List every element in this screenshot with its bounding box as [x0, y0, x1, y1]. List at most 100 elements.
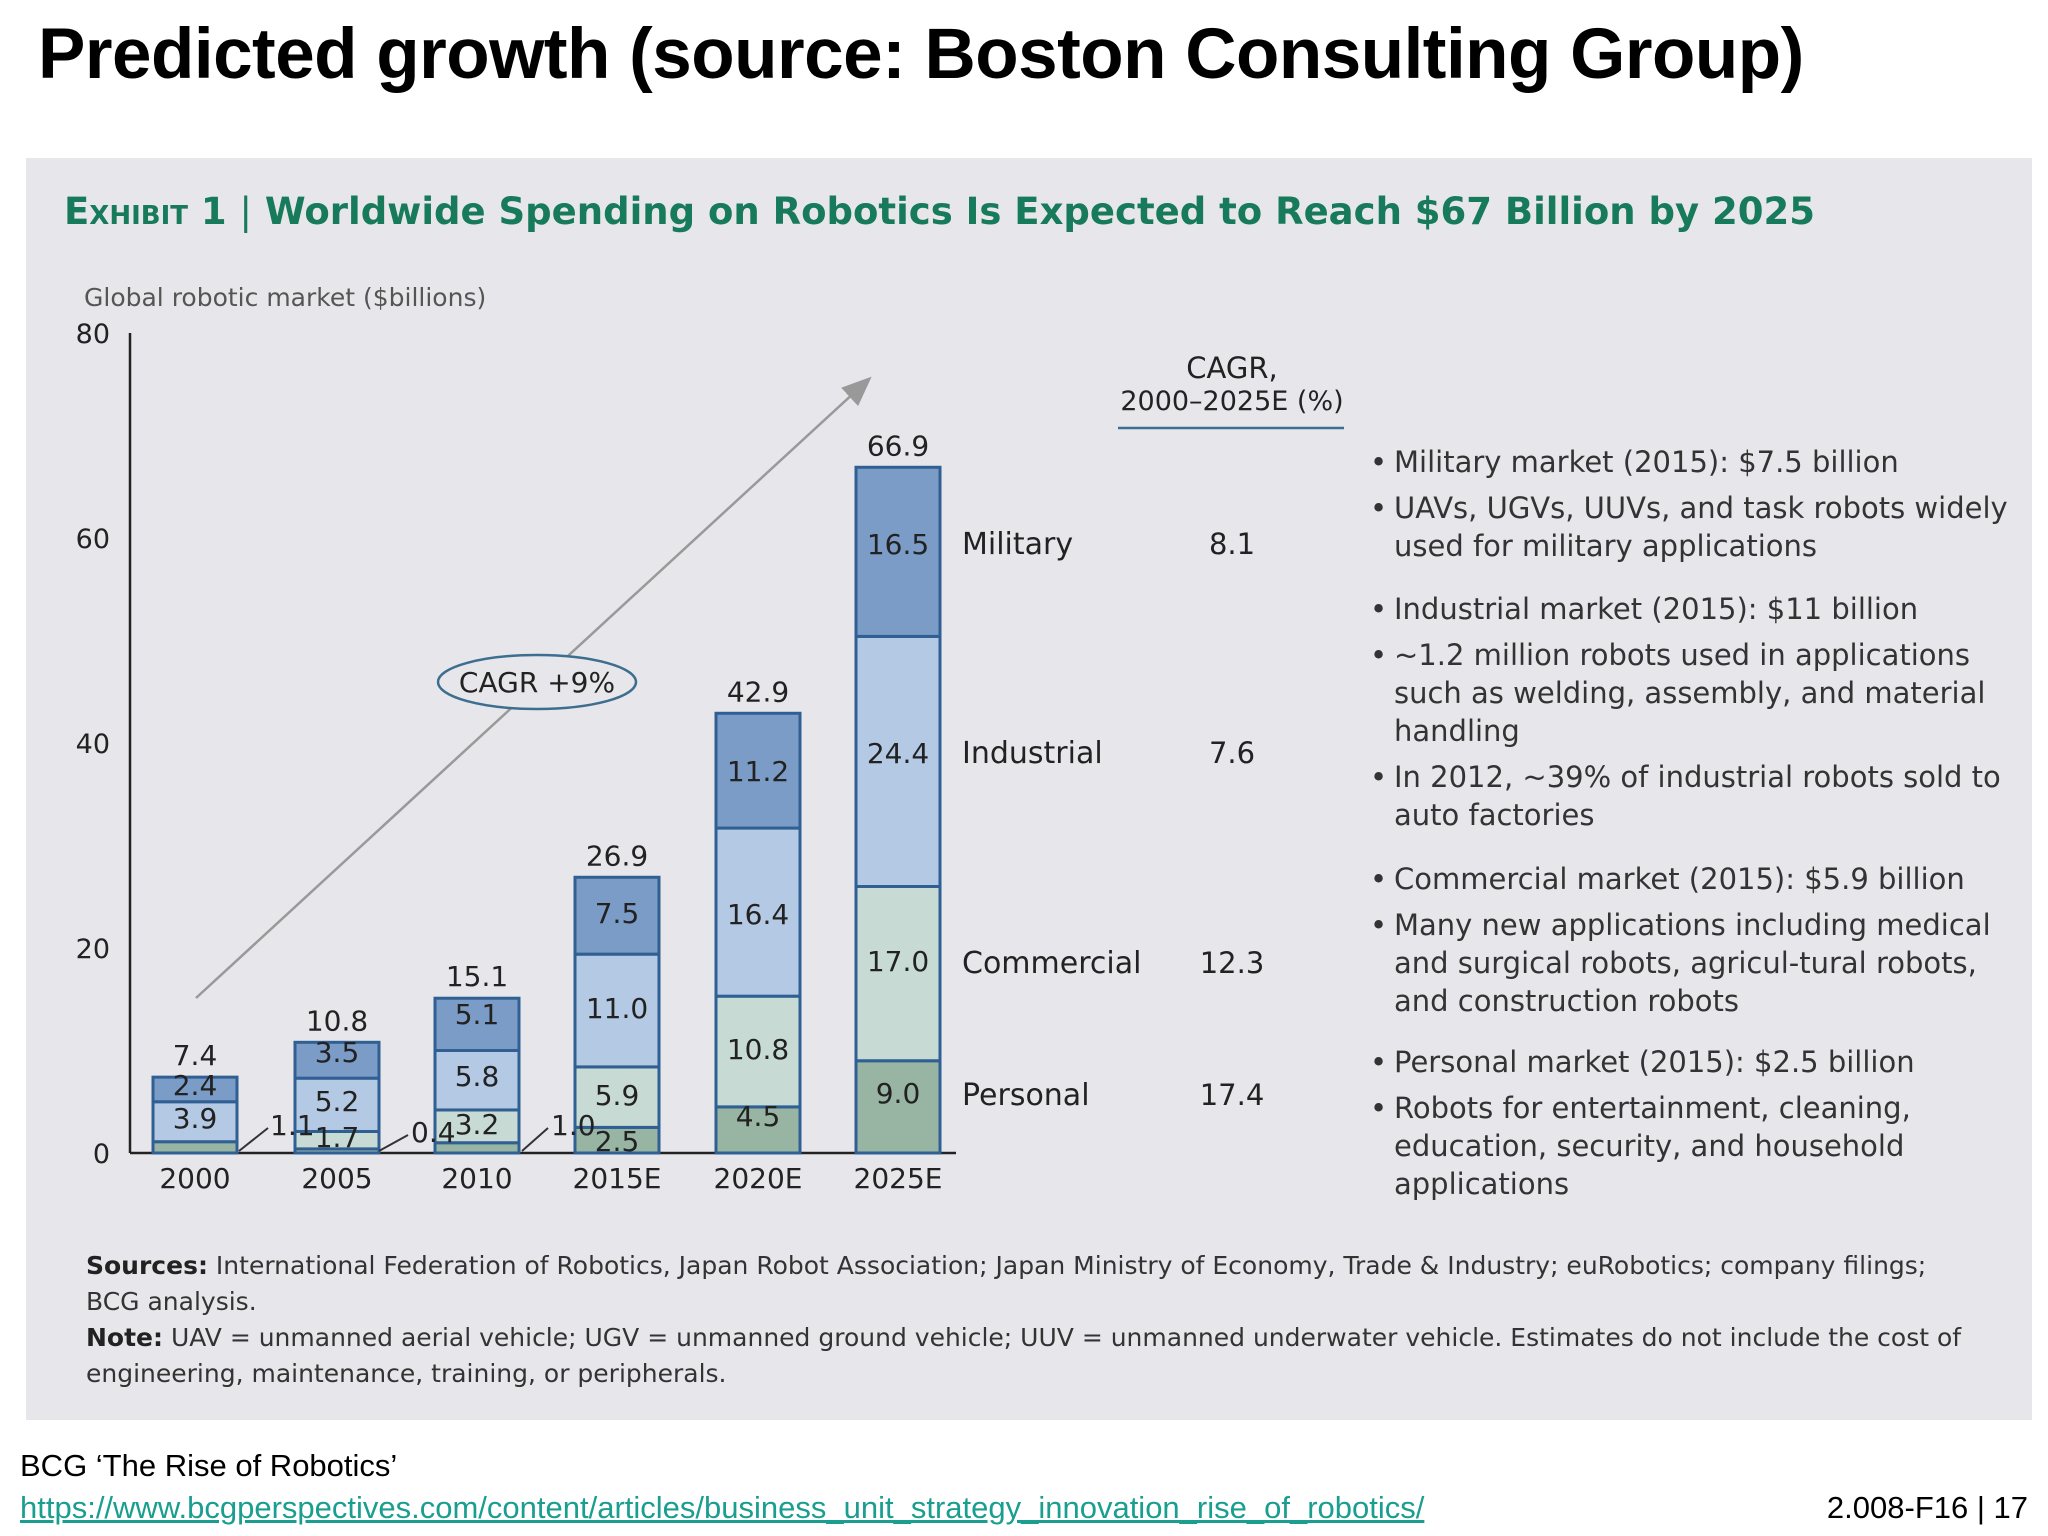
cagr-value-personal: 17.4 [1200, 1078, 1265, 1112]
bar-segment-military [151, 1075, 239, 1104]
bar-segment-commercial [714, 994, 802, 1109]
commercial-notes: Commercial market (2015): $5.9 billion M… [1366, 860, 2026, 1028]
cagr-value-commercial: 12.3 [1200, 946, 1265, 980]
x-tick-label: 2010 [441, 1162, 512, 1195]
y-tick-label: 40 [76, 729, 110, 760]
leader-line [378, 1134, 409, 1152]
leader-line [238, 1127, 269, 1152]
page-number: 2.008-F16 | 17 [1826, 1490, 2028, 1525]
bar-segment-industrial [854, 634, 942, 888]
military-note: UAVs, UGVs, UUVs, and task robots widely… [1366, 489, 2026, 565]
y-tick-label: 60 [76, 524, 110, 555]
exhibit-label: Exhibit 1 [64, 190, 227, 233]
segment-value-label: 24.4 [867, 737, 929, 770]
segment-value-label: 16.5 [867, 528, 929, 561]
x-tick-label: 2000 [159, 1162, 230, 1195]
military-note: Military market (2015): $7.5 billion [1366, 443, 2026, 481]
cagr-annotation: CAGR +9% [459, 666, 615, 699]
legend-label-industrial: Industrial [962, 736, 1103, 771]
industrial-note: Industrial market (2015): $11 billion [1366, 590, 2026, 628]
source-notes: Sources: International Federation of Rob… [86, 1248, 1986, 1392]
x-tick-label: 2020E [714, 1162, 803, 1195]
segment-value-label: 5.2 [315, 1085, 360, 1118]
sources-text: International Federation of Robotics, Ja… [86, 1251, 1927, 1316]
segment-value-label: 11.2 [727, 755, 789, 788]
segment-value-label: 4.5 [736, 1100, 781, 1133]
bar-total-label: 42.9 [727, 675, 789, 708]
segment-value-label: 3.5 [315, 1036, 360, 1069]
y-tick-label: 0 [93, 1139, 110, 1170]
segment-value-label: 5.1 [455, 998, 500, 1031]
note-label: Note: [86, 1323, 164, 1352]
bar-segment-personal [854, 1059, 942, 1155]
segment-value-label: 3.9 [173, 1102, 218, 1135]
personal-note: Robots for entertainment, cleaning, educ… [1366, 1089, 2026, 1203]
bar-labels: 7.410.815.126.942.966.91.13.92.40.41.75.… [173, 429, 929, 1158]
bar-segment-personal [573, 1125, 661, 1155]
x-tick-label: 2005 [301, 1162, 372, 1195]
industrial-note: In 2012, ~39% of industrial robots sold … [1366, 758, 2026, 834]
segment-value-label: 11.0 [586, 992, 648, 1025]
bar-total-label: 26.9 [586, 839, 648, 872]
segment-value-label: 5.8 [455, 1060, 500, 1093]
exhibit-panel: Exhibit 1 | Worldwide Spending on Roboti… [26, 158, 2032, 1420]
bar-total-label: 10.8 [306, 1004, 368, 1037]
bar-segments [151, 465, 942, 1155]
bar-total-label: 66.9 [867, 429, 929, 462]
military-notes: Military market (2015): $7.5 billion UAV… [1366, 443, 2026, 573]
y-tick-label: 20 [76, 934, 110, 965]
sources-label: Sources: [86, 1251, 208, 1280]
slide-title: Predicted growth (source: Boston Consult… [38, 15, 1804, 94]
bar-segment-industrial [433, 1049, 521, 1112]
cagr-header-line1: CAGR, [1186, 351, 1277, 385]
exhibit-heading: Worldwide Spending on Robotics Is Expect… [264, 190, 1815, 233]
source-link[interactable]: https://www.bcgperspectives.com/content/… [20, 1490, 1425, 1525]
industrial-note: ~1.2 million robots used in applications… [1366, 636, 2026, 750]
x-tick-label: 2025E [854, 1162, 943, 1195]
bar-segment-commercial [573, 1065, 661, 1129]
commercial-note: Commercial market (2015): $5.9 billion [1366, 860, 2026, 898]
bar-segment-personal [714, 1105, 802, 1155]
bar-segment-military [573, 875, 661, 956]
segment-value-label: 1.7 [315, 1121, 360, 1154]
y-axis-label: Global robotic market ($billions) [84, 283, 486, 312]
bar-segment-military [854, 465, 942, 638]
segment-value-label: 1.1 [270, 1109, 315, 1142]
exhibit-title: Exhibit 1 | Worldwide Spending on Roboti… [64, 190, 1815, 233]
segment-value-label: 10.8 [727, 1033, 789, 1066]
segment-value-label: 17.0 [867, 945, 929, 978]
bar-segment-military [433, 996, 521, 1052]
commercial-note: Many new applications including medical … [1366, 906, 2026, 1020]
industrial-notes: Industrial market (2015): $11 billion ~1… [1366, 590, 2026, 842]
segment-value-label: 7.5 [595, 897, 640, 930]
y-tick-label: 80 [76, 319, 110, 350]
bar-total-label: 15.1 [446, 960, 508, 993]
series-legend: Personal 17.4 Commercial 12.3 Industrial 7.6 M… [962, 527, 1264, 1113]
cagr-header-line2: 2000–2025E (%) [1120, 386, 1343, 417]
cagr-annotation-oval [436, 653, 638, 711]
cagr-value-industrial: 7.6 [1209, 736, 1255, 770]
bar-segment-personal [151, 1140, 239, 1155]
personal-notes: Personal market (2015): $2.5 billion Rob… [1366, 1043, 2026, 1211]
segment-value-label: 9.0 [876, 1077, 921, 1110]
legend-label-military: Military [962, 527, 1073, 562]
segment-value-label: 5.9 [595, 1079, 640, 1112]
bar-segment-military [714, 711, 802, 830]
segment-value-label: 2.5 [595, 1125, 640, 1158]
leader-line [521, 1127, 549, 1152]
footer-reference: BCG ‘The Rise of Robotics’ [20, 1448, 398, 1483]
y-axis-ticks: 0 20 40 60 80 [76, 319, 110, 1170]
segment-value-label: 16.4 [727, 898, 789, 931]
segment-value-label: 3.2 [455, 1108, 500, 1141]
segment-value-label: 2.4 [173, 1069, 218, 1102]
x-axis-ticks: 2000 2005 2010 2015E 2020E 2025E [159, 1162, 942, 1195]
legend-label-personal: Personal [962, 1078, 1090, 1113]
personal-note: Personal market (2015): $2.5 billion [1366, 1043, 2026, 1081]
bar-total-label: 7.4 [173, 1039, 218, 1072]
segment-value-label: 0.4 [411, 1116, 456, 1149]
bar-segment-commercial [433, 1108, 521, 1145]
legend-label-commercial: Commercial [962, 946, 1141, 981]
segment-value-label: 1.0 [551, 1109, 596, 1142]
bar-segment-military [293, 1040, 381, 1080]
note-text: UAV = unmanned aerial vehicle; UGV = unm… [86, 1323, 1962, 1388]
